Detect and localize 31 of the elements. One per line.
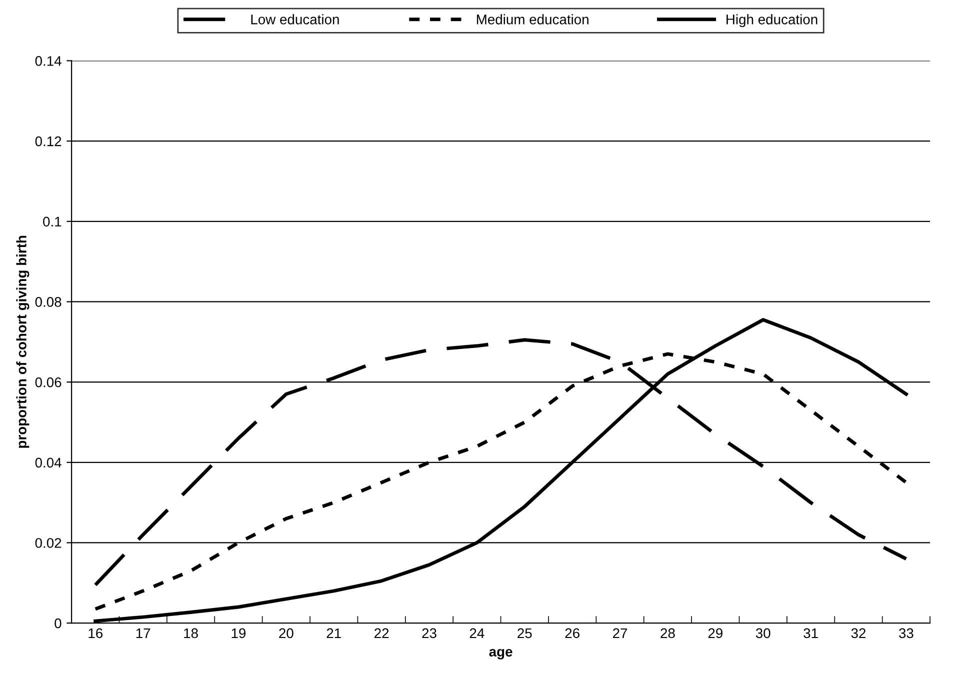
- legend-label: Low education: [251, 14, 339, 24]
- x-tick-label: 25: [518, 628, 532, 638]
- x-tick-label: 29: [708, 628, 722, 638]
- y-tick-label: 0.12: [35, 136, 62, 146]
- x-tick-label: 28: [660, 628, 675, 638]
- x-tick-label: 16: [88, 628, 102, 638]
- y-tick-label: 0.1: [43, 216, 62, 227]
- x-tick-label: 22: [374, 628, 389, 638]
- x-tick-label: 19: [232, 628, 246, 638]
- legend-label: Medium education: [476, 14, 588, 24]
- x-tick-label: 32: [851, 628, 866, 638]
- x-tick-label: 21: [326, 628, 341, 638]
- y-tick-label: 0.02: [35, 538, 62, 548]
- x-tick-label: 30: [756, 628, 770, 638]
- x-tick-label: 33: [898, 628, 914, 638]
- y-axis-title: proportion of cohort giving birth: [16, 236, 30, 448]
- y-tick-label: 0.14: [35, 56, 62, 66]
- y-tick-label: 0.08: [35, 297, 62, 307]
- y-tick-label: 0: [54, 618, 62, 628]
- x-tick-label: 31: [804, 628, 818, 638]
- x-tick-label: 26: [565, 628, 580, 638]
- x-tick-label: 23: [422, 628, 436, 638]
- y-tick-label: 0.06: [35, 377, 62, 388]
- x-tick-label: 17: [136, 628, 150, 638]
- x-tick-label: 27: [612, 628, 628, 638]
- x-axis-title: age: [489, 648, 512, 660]
- legend-label: High education: [726, 14, 818, 28]
- x-tick-label: 20: [279, 628, 294, 638]
- x-tick-label: 18: [184, 628, 198, 638]
- y-tick-label: 0.04: [35, 458, 62, 468]
- x-tick-label: 24: [470, 628, 484, 638]
